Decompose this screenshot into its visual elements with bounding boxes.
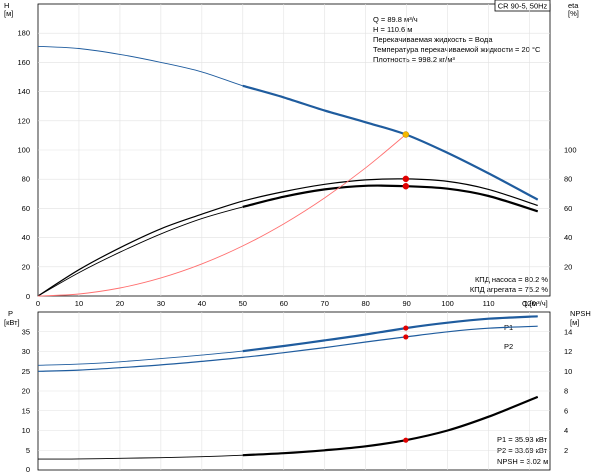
npsh-tick-label: 2 — [564, 446, 568, 455]
info-p1: P1 = 35.93 кВт — [497, 435, 548, 444]
y-right-tick-label: 40 — [564, 233, 572, 242]
y-left-tick-label: 120 — [17, 116, 30, 125]
curve-p1-thin — [37, 315, 538, 366]
info-liquid: Перекачиваемая жидкость = Вода — [373, 35, 493, 44]
y-left-label-top: H — [4, 1, 9, 10]
x-origin: 0 — [36, 299, 40, 308]
x-axis-label: Q [м³/ч] — [522, 299, 548, 308]
info-temperature: Температура перекачиваемой жидкости = 20… — [373, 45, 541, 54]
info-pump-efficiency: КПД насоса = 80.2 % — [475, 275, 548, 284]
duty-info-block: Q = 89.8 м³/ч H = 110.6 м Перекачиваемая… — [373, 15, 541, 64]
duty-point-lower — [403, 437, 409, 443]
npsh-axis-label-bottom: [м] — [570, 318, 579, 327]
y-left-tick-label: 140 — [17, 87, 30, 96]
duty-point-lower — [403, 334, 409, 340]
power-tick-label: 15 — [22, 406, 30, 415]
info-density: Плотность = 998.2 кг/м³ — [373, 55, 455, 64]
info-head: H = 110.6 м — [373, 25, 412, 34]
npsh-tick-label: 8 — [564, 387, 568, 396]
y-left-tick-label: 20 — [22, 262, 30, 271]
curve-h — [242, 84, 539, 201]
y-left-tick-label: 40 — [22, 233, 30, 242]
duty-point-lower — [403, 325, 409, 331]
npsh-tick-label: 4 — [564, 426, 568, 435]
curve-p1 — [242, 315, 538, 353]
curve-eta-pump — [37, 178, 538, 297]
npsh-axis-label-top: NPSH — [570, 309, 591, 318]
x-tick-label: 70 — [321, 299, 329, 308]
curve-system — [37, 134, 407, 297]
model-badge: CR 90-5, 50Hz — [498, 2, 548, 11]
power-axis-label-top: P — [8, 309, 13, 318]
info-flow: Q = 89.8 м³/ч — [373, 15, 418, 24]
power-tick-label: 35 — [22, 327, 30, 336]
power-tick-label: 20 — [22, 387, 30, 396]
y-left-tick-label: 60 — [22, 204, 30, 213]
duty-point — [402, 175, 410, 183]
x-tick-label: 90 — [402, 299, 410, 308]
power-tick-label: 25 — [22, 367, 30, 376]
x-tick-label: 120 — [523, 299, 536, 308]
curve-p2 — [37, 325, 538, 372]
duty-point — [402, 182, 410, 190]
power-tick-label: 30 — [22, 347, 30, 356]
curve-npsh — [242, 395, 539, 457]
info-unit-efficiency: КПД агрегата = 75.2 % — [470, 285, 548, 294]
x-tick-label: 30 — [157, 299, 165, 308]
power-axis-label-bottom: [кВт] — [4, 318, 20, 327]
curve-eta-unit-thin — [37, 185, 538, 297]
x-tick-label: 60 — [280, 299, 288, 308]
series-label-p2: P2 — [504, 342, 513, 351]
power-tick-label: 10 — [22, 426, 30, 435]
y-left-tick-label: 100 — [17, 146, 30, 155]
curve-eta-unit — [242, 184, 539, 213]
x-tick-label: 100 — [441, 299, 454, 308]
x-tick-label: 110 — [483, 299, 495, 308]
model-badge-box — [494, 0, 551, 12]
npsh-tick-label: 14 — [564, 327, 572, 336]
y-left-origin: 0 — [26, 292, 30, 301]
power-tick-label: 5 — [26, 446, 30, 455]
curve-h-thin — [37, 45, 538, 200]
x-tick-label: 50 — [239, 299, 247, 308]
x-tick-label: 10 — [75, 299, 83, 308]
curve-npsh-thin — [37, 396, 538, 460]
y-left-tick-label: 80 — [22, 175, 30, 184]
y-right-label-top: eta — [568, 1, 579, 10]
efficiency-info-block: КПД насоса = 80.2 % КПД агрегата = 75.2 … — [470, 275, 548, 294]
y-right-tick-label: 80 — [564, 175, 572, 184]
y-right-tick-label: 20 — [564, 262, 572, 271]
duty-point — [402, 131, 410, 138]
npsh-tick-label: 12 — [564, 347, 572, 356]
x-tick-label: 40 — [198, 299, 206, 308]
power-origin: 0 — [26, 465, 30, 474]
npsh-tick-label: 6 — [564, 406, 568, 415]
y-left-tick-label: 180 — [17, 29, 30, 38]
y-left-label-bottom: [м] — [4, 9, 13, 18]
x-tick-label: 80 — [362, 299, 370, 308]
y-left-tick-label: 160 — [17, 58, 30, 67]
x-tick-label: 20 — [116, 299, 124, 308]
info-npsh: NPSH = 3.02 м — [497, 457, 548, 466]
y-right-tick-label: 100 — [564, 146, 577, 155]
npsh-tick-label: 10 — [564, 367, 572, 376]
y-right-tick-label: 60 — [564, 204, 572, 213]
y-right-label-bottom: [%] — [568, 9, 579, 18]
